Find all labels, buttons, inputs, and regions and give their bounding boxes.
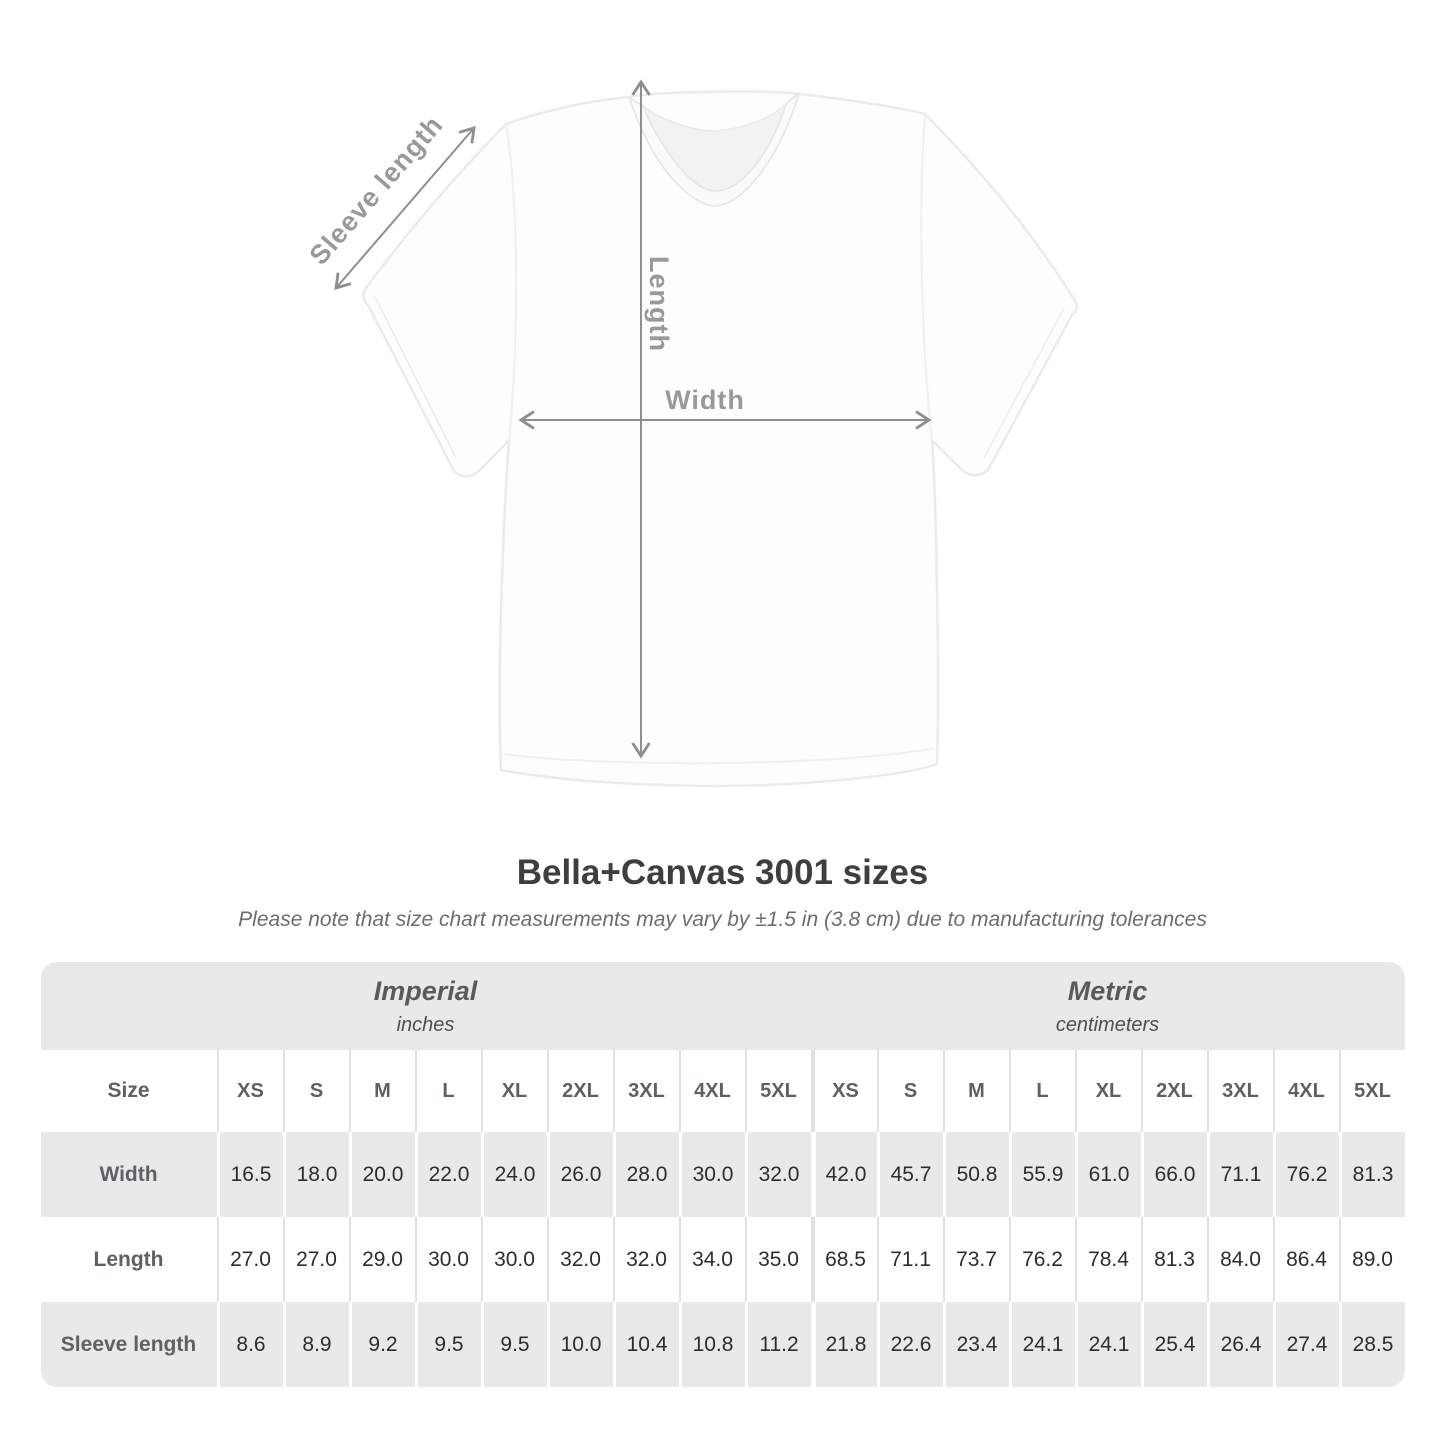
size-header: 2XL <box>546 1050 613 1132</box>
imperial-group-header: Imperial inches <box>40 962 811 1050</box>
table-cell: 84.0 <box>1206 1217 1273 1302</box>
table-cell: 30.0 <box>678 1132 745 1217</box>
size-header: L <box>1008 1050 1075 1132</box>
size-header: 3XL <box>1206 1050 1273 1132</box>
table-cell: 18.0 <box>282 1132 349 1217</box>
table-cell: 24.1 <box>1008 1302 1075 1387</box>
sleeve-length-arrow <box>334 126 476 290</box>
table-cell: 27.4 <box>1272 1302 1339 1387</box>
measurement-arrows <box>334 79 932 759</box>
table-cell: 71.1 <box>1206 1132 1273 1217</box>
table-cell: 9.5 <box>480 1302 547 1387</box>
table-cell: 10.0 <box>546 1302 613 1387</box>
table-cell: 29.0 <box>348 1217 415 1302</box>
size-header: 5XL <box>1338 1050 1405 1132</box>
table-cell: 89.0 <box>1338 1217 1405 1302</box>
table-cell: 32.0 <box>612 1217 679 1302</box>
metric-unit: centimeters <box>1055 1013 1160 1036</box>
table-cell: 50.8 <box>942 1132 1009 1217</box>
table-cell: 24.0 <box>480 1132 547 1217</box>
table-cell: 68.5 <box>810 1217 877 1302</box>
table-cell: 76.2 <box>1008 1217 1075 1302</box>
table-cell: 10.8 <box>678 1302 745 1387</box>
table-cell: 8.9 <box>282 1302 349 1387</box>
tolerance-note: Please note that size chart measurements… <box>238 908 1207 931</box>
table-cell: 34.0 <box>678 1217 745 1302</box>
table-cell: 73.7 <box>942 1217 1009 1302</box>
width-label: Width <box>665 385 745 415</box>
size-header: 4XL <box>678 1050 745 1132</box>
page-title: Bella+Canvas 3001 sizes <box>516 853 929 892</box>
table-cell: 61.0 <box>1074 1132 1141 1217</box>
tshirt-diagram-svg: Sleeve length Length Width <box>304 79 1078 788</box>
table-cell: 32.0 <box>744 1132 811 1217</box>
table-cell: 81.3 <box>1338 1132 1405 1217</box>
table-cell: 9.5 <box>414 1302 481 1387</box>
size-header: L <box>414 1050 481 1132</box>
metric-group-header: Metric centimeters <box>810 962 1405 1050</box>
table-cell: 22.6 <box>876 1302 943 1387</box>
size-header: M <box>942 1050 1009 1132</box>
size-header: 2XL <box>1140 1050 1207 1132</box>
table-cell: 35.0 <box>744 1217 811 1302</box>
size-column-header: Size <box>40 1050 217 1132</box>
row-label-width: Width <box>40 1132 217 1217</box>
table-cell: 78.4 <box>1074 1217 1141 1302</box>
table-cell: 9.2 <box>348 1302 415 1387</box>
table-cell: 27.0 <box>216 1217 283 1302</box>
table-cell: 76.2 <box>1272 1132 1339 1217</box>
table-cell: 66.0 <box>1140 1132 1207 1217</box>
table-cell: 23.4 <box>942 1302 1009 1387</box>
size-header: 5XL <box>744 1050 811 1132</box>
row-label-length: Length <box>40 1217 217 1302</box>
table-cell: 22.0 <box>414 1132 481 1217</box>
table-cell: 42.0 <box>810 1132 877 1217</box>
size-header: 3XL <box>612 1050 679 1132</box>
table-cell: 26.0 <box>546 1132 613 1217</box>
table-cell: 30.0 <box>414 1217 481 1302</box>
size-header: XL <box>1074 1050 1141 1132</box>
table-cell: 32.0 <box>546 1217 613 1302</box>
tshirt-measurement-diagram: Sleeve length Length Width <box>304 79 1078 788</box>
size-header: M <box>348 1050 415 1132</box>
size-header: 4XL <box>1272 1050 1339 1132</box>
size-header: XS <box>216 1050 283 1132</box>
table-cell: 86.4 <box>1272 1217 1339 1302</box>
table-cell: 21.8 <box>810 1302 877 1387</box>
table-cell: 11.2 <box>744 1302 811 1387</box>
row-label-sleeve-length: Sleeve length <box>40 1302 217 1387</box>
size-header: XL <box>480 1050 547 1132</box>
imperial-unit: inches <box>396 1013 455 1036</box>
table-cell: 8.6 <box>216 1302 283 1387</box>
size-header: S <box>282 1050 349 1132</box>
table-cell: 24.1 <box>1074 1302 1141 1387</box>
length-label: Length <box>644 256 674 352</box>
tshirt-image <box>362 90 1078 788</box>
table-cell: 30.0 <box>480 1217 547 1302</box>
table-cell: 20.0 <box>348 1132 415 1217</box>
imperial-label: Imperial <box>373 975 478 1006</box>
table-cell: 45.7 <box>876 1132 943 1217</box>
size-header: XS <box>810 1050 877 1132</box>
table-cell: 16.5 <box>216 1132 283 1217</box>
table-cell: 27.0 <box>282 1217 349 1302</box>
table-cell: 81.3 <box>1140 1217 1207 1302</box>
table-cell: 25.4 <box>1140 1302 1207 1387</box>
table-cell: 10.4 <box>612 1302 679 1387</box>
table-cell: 26.4 <box>1206 1302 1273 1387</box>
metric-label: Metric <box>1067 975 1148 1006</box>
table-cell: 28.5 <box>1338 1302 1405 1387</box>
table-cell: 55.9 <box>1008 1132 1075 1217</box>
table-cell: 71.1 <box>876 1217 943 1302</box>
size-table: Imperial inches Metric centimeters Size … <box>40 962 1405 1387</box>
size-header: S <box>876 1050 943 1132</box>
table-cell: 28.0 <box>612 1132 679 1217</box>
